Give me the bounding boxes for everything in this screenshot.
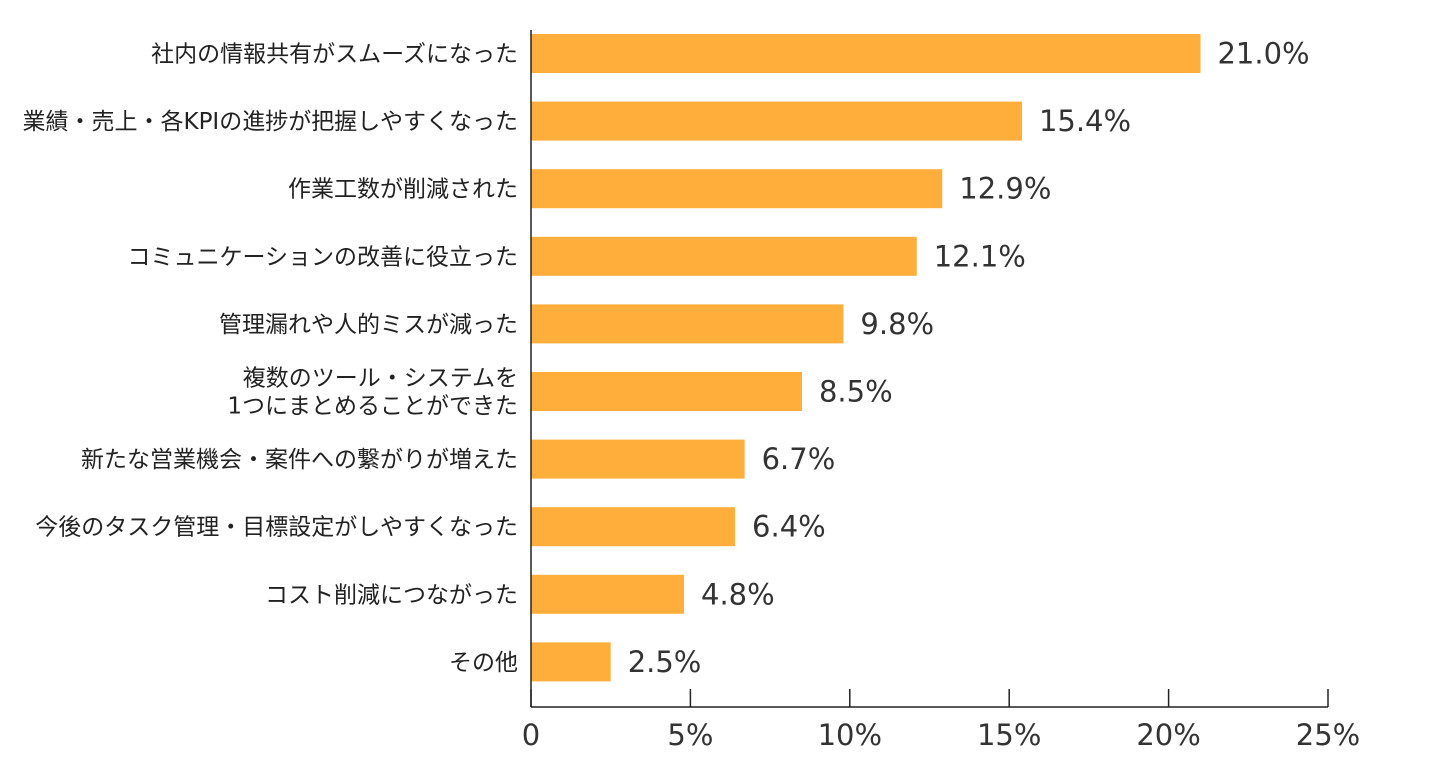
bar-2 [531, 101, 1022, 141]
value-label-4: 12.1% [934, 239, 1026, 273]
bar-1 [531, 34, 1201, 73]
value-label-8: 6.4% [752, 510, 826, 544]
category-labels: 社内の情報共有がスムーズになった業績・売上・各KPIの進捗が把握しやすくなった作… [22, 42, 518, 676]
bar-9 [531, 574, 685, 614]
bar-6 [531, 372, 802, 411]
value-label-1: 21.0% [1217, 37, 1309, 71]
value-label-9: 4.8% [701, 577, 775, 611]
bar-7 [531, 439, 745, 479]
bar-3 [531, 169, 943, 209]
category-label-3: 作業工数が削減された [288, 177, 518, 203]
bar-8 [531, 507, 736, 547]
x-ticks: 0 5% 10% 15% 20% 25% [522, 689, 1360, 752]
x-tick-label-25: 25% [1296, 718, 1360, 752]
value-label-3: 12.9% [959, 172, 1051, 206]
axes [530, 30, 1328, 708]
category-label-8: 今後のタスク管理・目標設定がしやすくなった [35, 515, 518, 541]
x-tick-label-0: 0 [522, 718, 540, 752]
bar-10 [531, 642, 611, 682]
category-label-6-line-1: 複数のツール・システムを [243, 366, 518, 392]
x-tick-label-15: 15% [977, 718, 1041, 752]
category-label-10: その他 [449, 650, 518, 676]
x-tick-label-20: 20% [1136, 718, 1200, 752]
value-label-6: 8.5% [819, 375, 893, 409]
value-label-2: 15.4% [1039, 104, 1131, 138]
category-label-7: 新たな営業機会・案件への繋がりが増えた [81, 447, 518, 473]
category-label-9: コスト削減につながった [265, 582, 518, 608]
x-tick-label-10: 10% [818, 718, 882, 752]
value-labels: 21.0% 15.4% 12.9% 12.1%9.8% 8.5% 6.7% 6.4% 4.8%… [628, 37, 1310, 679]
value-label-7: 6.7% [762, 442, 836, 476]
bars-group [531, 34, 1201, 682]
x-tick-label-5: 5% [667, 718, 713, 752]
category-label-2: 業績・売上・各KPIの進捗が把握しやすくなった [22, 109, 518, 135]
value-label-5: 9.8% [860, 307, 934, 341]
value-label-10: 2.5% [628, 645, 702, 679]
category-label-4: コミュニケーションの改善に役立った [127, 244, 518, 270]
category-label-5: 管理漏れや人的ミスが減った [219, 312, 518, 338]
category-label-1: 社内の情報共有がスムーズになった [151, 42, 518, 68]
category-label-6-line-2: 1つにまとめることができた [227, 394, 518, 420]
bar-4 [531, 236, 917, 276]
bar-5 [531, 304, 844, 344]
